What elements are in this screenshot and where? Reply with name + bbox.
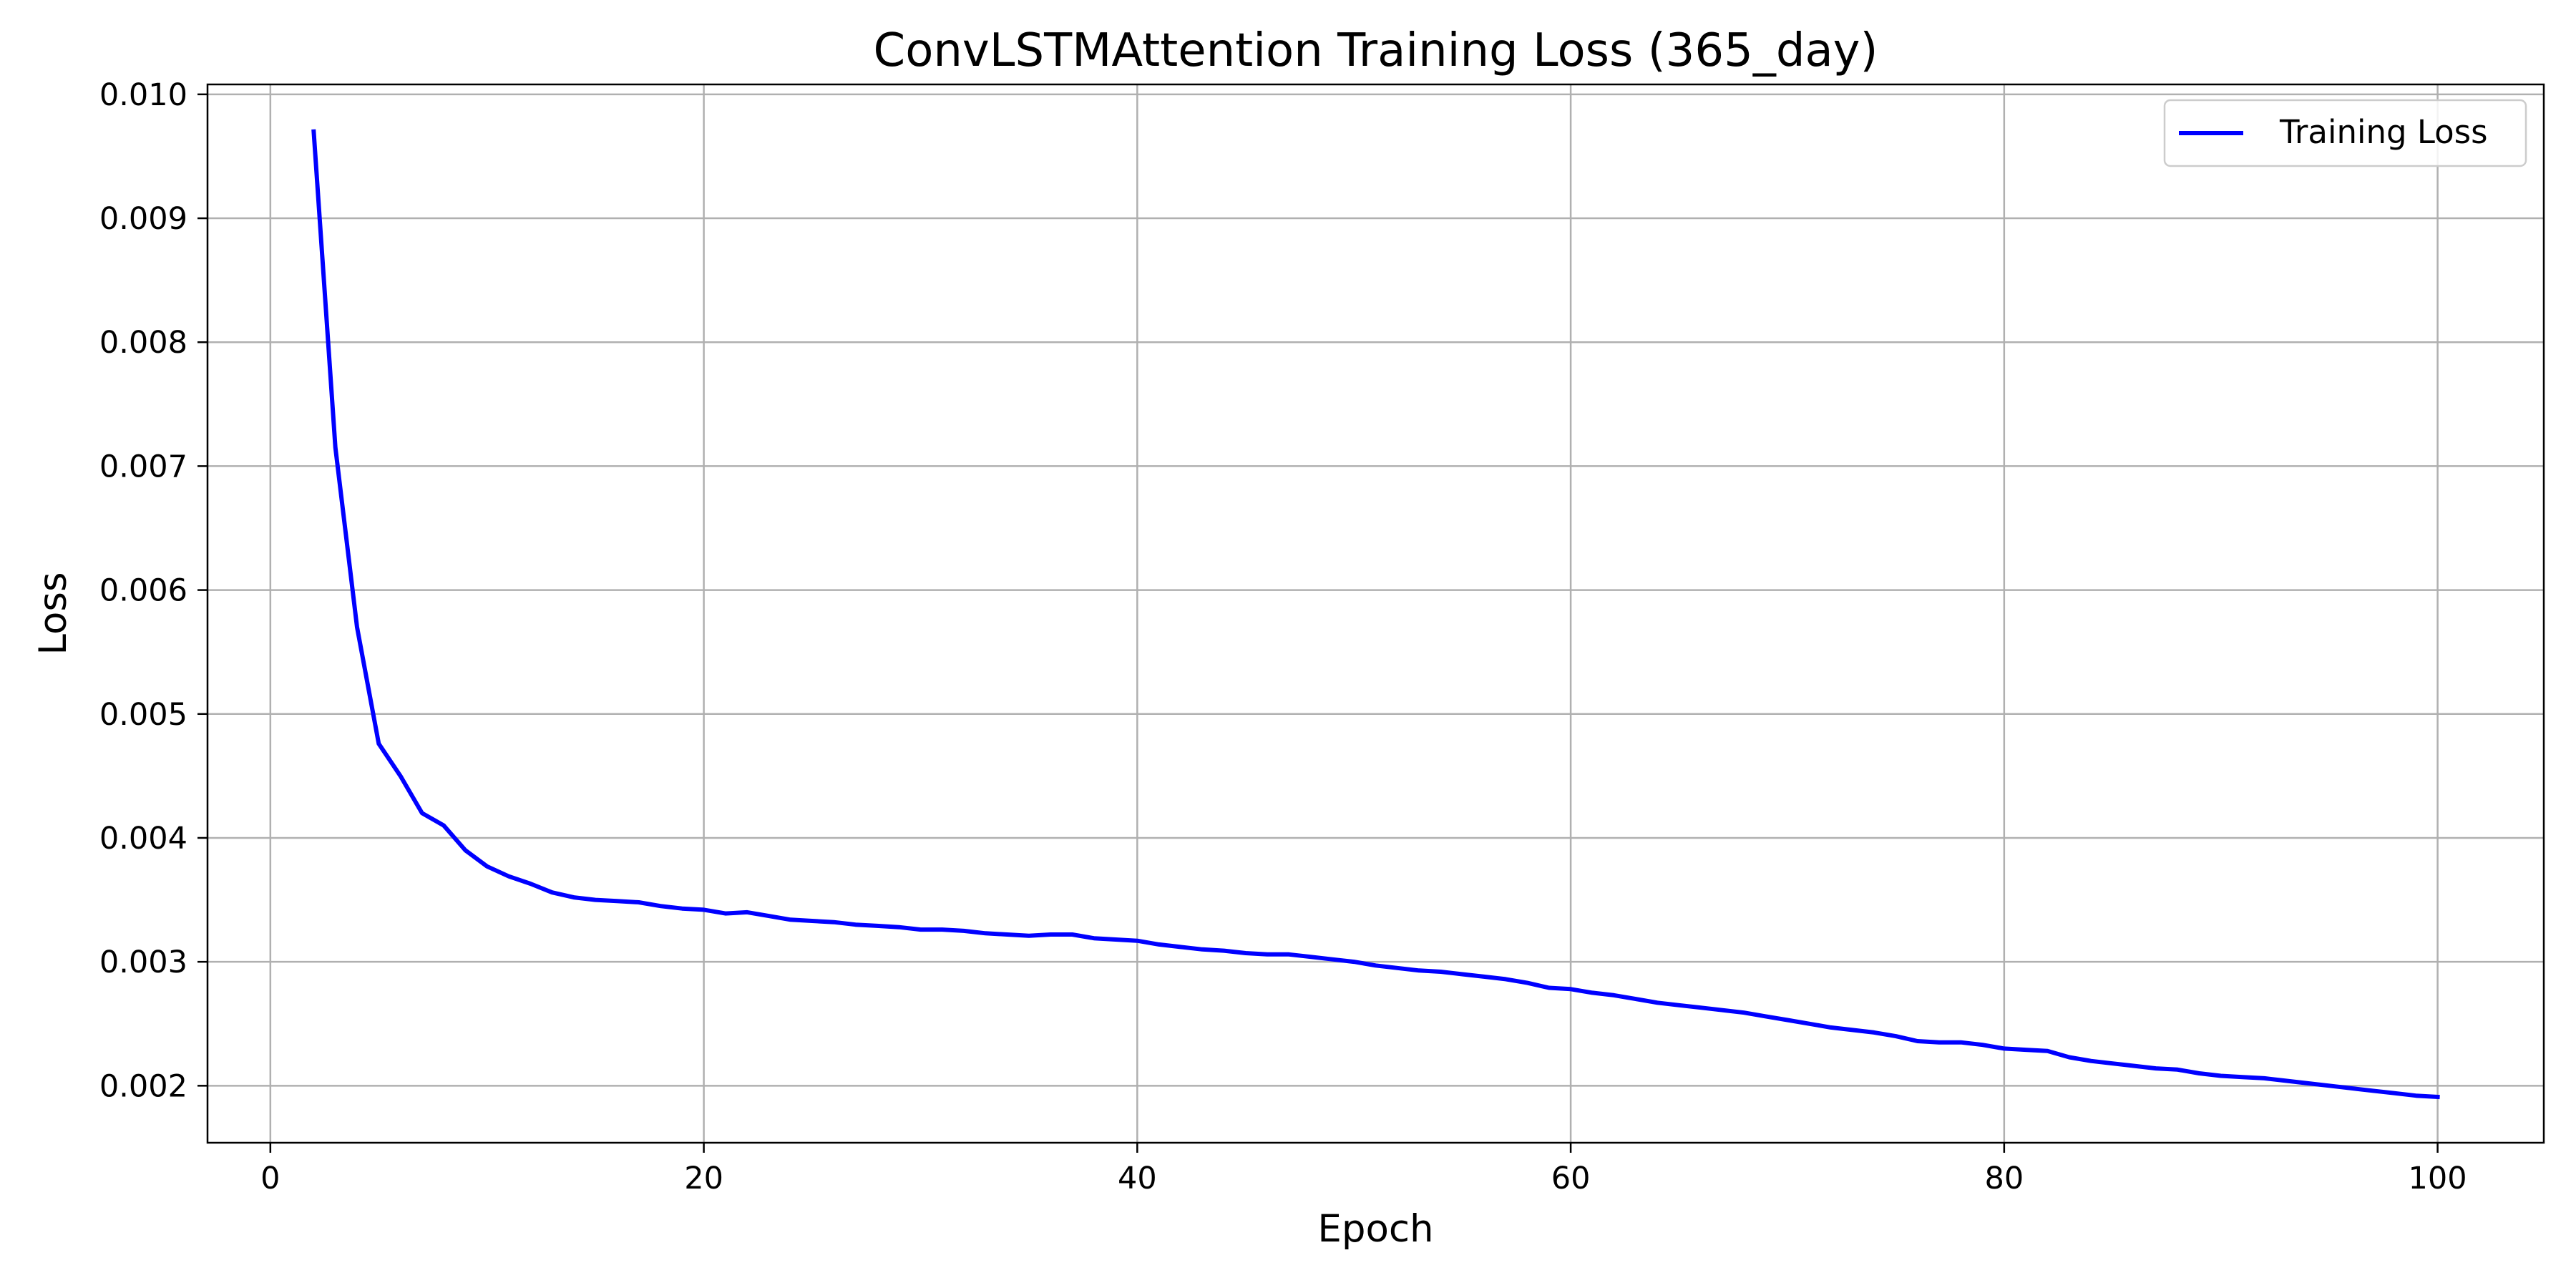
ticks: 0 20 40 60 80 100 0.002 0.003 0.004 0.005 0.006 0.0… — [99, 77, 2467, 1196]
y-tick-label: 0.008 — [99, 325, 187, 361]
y-tick-label: 0.010 — [99, 77, 187, 113]
x-axis-title: Epoch — [1317, 1207, 1433, 1251]
legend-box — [2163, 99, 2527, 167]
legend-label-training-loss: Training Loss — [2279, 113, 2488, 151]
x-tick-label: 60 — [1551, 1161, 1591, 1196]
x-tick-label: 20 — [684, 1161, 723, 1196]
y-tick-label: 0.006 — [99, 573, 187, 609]
y-tick-label: 0.004 — [99, 821, 187, 857]
x-tick-label: 0 — [260, 1161, 280, 1196]
y-tick-label: 0.003 — [99, 945, 187, 980]
x-tick-label: 80 — [1984, 1161, 2024, 1196]
y-tick-label: 0.007 — [99, 449, 187, 484]
grid — [208, 84, 2544, 1143]
y-tick-label: 0.009 — [99, 201, 187, 237]
legend: Training Loss — [2163, 99, 2527, 167]
x-tick-label: 100 — [2409, 1161, 2467, 1196]
series-line-training-loss — [311, 129, 2440, 1100]
plot-frame — [206, 83, 2545, 1144]
series-layer — [311, 129, 2440, 1100]
y-tick-label: 0.005 — [99, 697, 187, 733]
y-axis-title: Loss — [31, 572, 75, 655]
y-tick-label: 0.002 — [99, 1068, 187, 1104]
x-tick-label: 40 — [1118, 1161, 1157, 1196]
chart-title: ConvLSTMAttention Training Loss (365_day… — [874, 24, 1878, 77]
